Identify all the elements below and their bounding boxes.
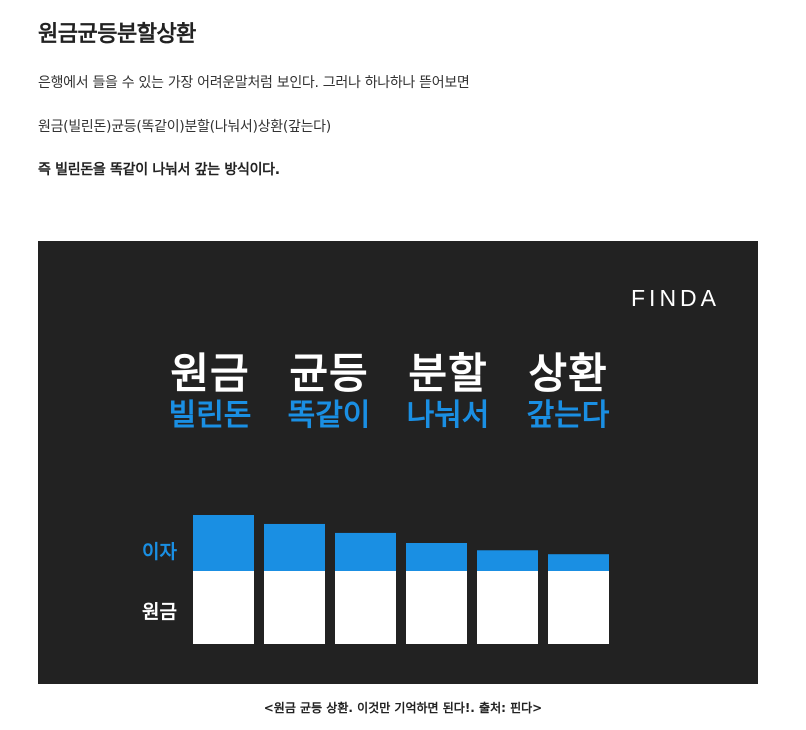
image-caption: <원금 균등 상환. 이것만 기억하면 된다!. 출처: 핀다> bbox=[263, 701, 543, 715]
interest-bar bbox=[477, 550, 538, 571]
term-meaning: 갚는다 bbox=[526, 398, 610, 433]
principal-bar bbox=[477, 571, 538, 644]
legend-interest: 이자 bbox=[142, 541, 177, 563]
article-paragraph-intro: 은행에서 들을 수 있는 가장 어려운말처럼 보인다. 그러나 하나하나 뜯어보… bbox=[38, 75, 470, 91]
article-title: 원금균등분할상환 bbox=[38, 22, 196, 47]
article-paragraph-breakdown: 원금(빌린돈)균등(똑같이)분할(나눠서)상환(갚는다) bbox=[38, 119, 331, 135]
term-word: 균등 bbox=[289, 349, 369, 398]
article-paragraph-summary: 즉 빌린돈을 똑같이 나눠서 갚는 방식이다. bbox=[38, 162, 280, 178]
principal-bar bbox=[406, 571, 467, 644]
term-block-repayment: 상환 갚는다 bbox=[493, 351, 643, 433]
finda-infographic: FINDA 원금 빌린돈 균등 똑같이 분할 나눠서 상환 갚는다 이자 원금 bbox=[38, 241, 758, 684]
interest-bar bbox=[548, 554, 609, 571]
principal-bar bbox=[264, 571, 325, 644]
finda-logo: FINDA bbox=[631, 285, 720, 311]
interest-bar bbox=[335, 532, 396, 571]
interest-bar bbox=[406, 543, 467, 571]
repayment-bar-chart bbox=[193, 515, 609, 644]
term-word: 상환 bbox=[528, 349, 608, 398]
term-block-equal: 균등 똑같이 bbox=[254, 351, 404, 433]
principal-bar bbox=[335, 571, 396, 644]
interest-bar bbox=[193, 515, 254, 571]
term-block-installment: 분할 나눠서 bbox=[373, 351, 523, 433]
legend-principal: 원금 bbox=[142, 601, 177, 623]
principal-bar bbox=[193, 571, 254, 644]
term-meaning: 똑같이 bbox=[287, 398, 371, 433]
term-meaning: 나눠서 bbox=[406, 398, 490, 433]
term-word: 분할 bbox=[408, 349, 488, 398]
interest-bar bbox=[264, 523, 325, 571]
term-meaning: 빌린돈 bbox=[168, 398, 252, 433]
principal-bar bbox=[548, 571, 609, 644]
term-word: 원금 bbox=[170, 349, 250, 398]
term-block-principal: 원금 빌린돈 bbox=[135, 351, 285, 433]
